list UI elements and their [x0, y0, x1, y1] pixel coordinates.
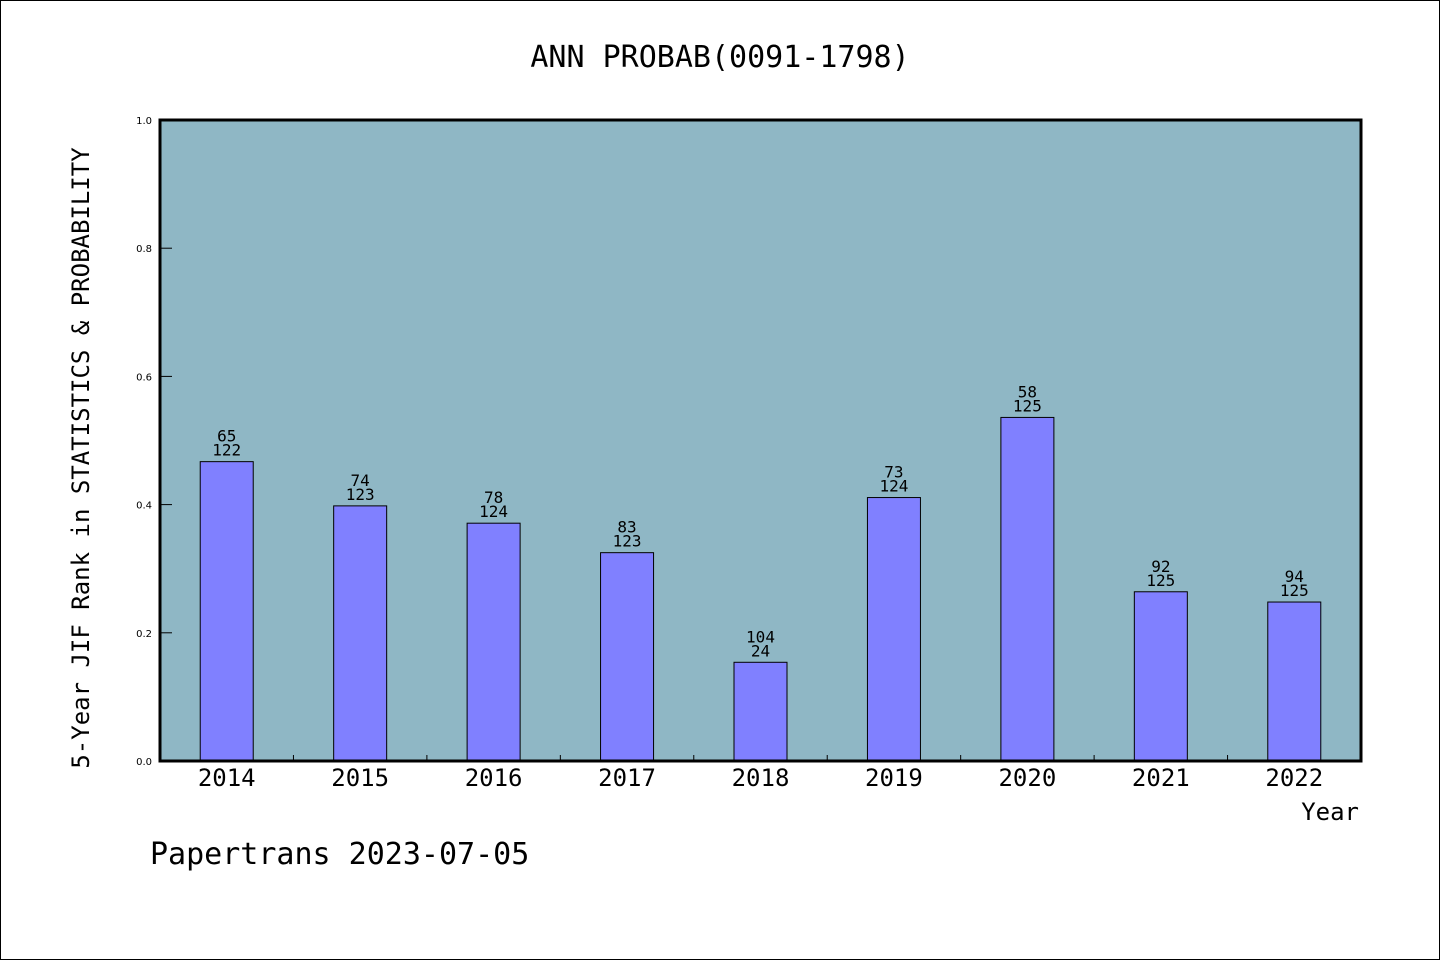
bar-label-top: 104 — [746, 627, 775, 646]
bar-2014 — [199, 461, 254, 762]
y-tick-label: 0.0 — [136, 757, 152, 768]
bar-label-top: 58 — [1018, 382, 1037, 401]
x-tick-label: 2021 — [1132, 764, 1190, 792]
y-tick-label: 0.6 — [136, 372, 152, 383]
bar-label-bottom: 125 — [1146, 571, 1175, 590]
bar-label-bottom: 123 — [346, 485, 375, 504]
y-tick-label: 0.2 — [136, 629, 152, 640]
bar-2020 — [1000, 416, 1055, 762]
bar-2021 — [1133, 591, 1188, 762]
bar-label-bottom: 123 — [613, 532, 642, 551]
x-axis: 2014 2015 2016 2017 2018 2019 2020 2021 2022 — [198, 755, 1323, 792]
x-tick-label: 2019 — [865, 764, 923, 792]
x-tick-label: 2015 — [331, 764, 389, 792]
bar-2015 — [333, 505, 388, 762]
plot-border — [158, 118, 1363, 763]
footer-text: Papertrans 2023-07-05 — [150, 837, 529, 872]
x-axis-label: Year — [1301, 798, 1359, 826]
bar-label-top: 65 — [217, 427, 236, 446]
bar-label-bottom: 124 — [479, 502, 508, 521]
x-tick-label: 2014 — [198, 764, 256, 792]
x-tick-label: 2016 — [465, 764, 523, 792]
x-tick-label: 2022 — [1265, 764, 1323, 792]
bar-label-top: 92 — [1151, 557, 1170, 576]
bar-label-top: 78 — [484, 488, 503, 507]
x-tick-label: 2017 — [598, 764, 656, 792]
y-tick-label: 0.8 — [136, 244, 152, 255]
bar-label-top: 83 — [617, 518, 636, 537]
y-axis-label: 5-Year JIF Rank in STATISTICS & PROBABIL… — [67, 147, 95, 769]
bar-2019 — [866, 497, 921, 762]
bar-label-top: 74 — [351, 471, 370, 490]
bar-2017 — [600, 552, 655, 762]
y-tick-label: 0.4 — [136, 501, 152, 512]
y-axis: 0.0 0.2 0.4 0.6 0.8 1.0 — [136, 116, 172, 768]
x-tick-label: 2018 — [732, 764, 790, 792]
bar-label-bottom: 122 — [212, 441, 241, 460]
bar-label-bottom: 125 — [1280, 581, 1309, 600]
bar-label-bottom: 24 — [751, 641, 770, 660]
bar-2022 — [1267, 601, 1322, 762]
chart-title: ANN PROBAB(0091-1798) — [530, 40, 909, 75]
bar-2016 — [466, 522, 521, 762]
bar-label-top: 94 — [1285, 567, 1304, 586]
x-tick-label: 2020 — [998, 764, 1056, 792]
bar-label-bottom: 125 — [1013, 396, 1042, 415]
bar-2018 — [733, 661, 788, 762]
bar-label-bottom: 124 — [879, 477, 908, 496]
bar-label-top: 73 — [884, 463, 903, 482]
y-tick-label: 1.0 — [136, 116, 152, 127]
